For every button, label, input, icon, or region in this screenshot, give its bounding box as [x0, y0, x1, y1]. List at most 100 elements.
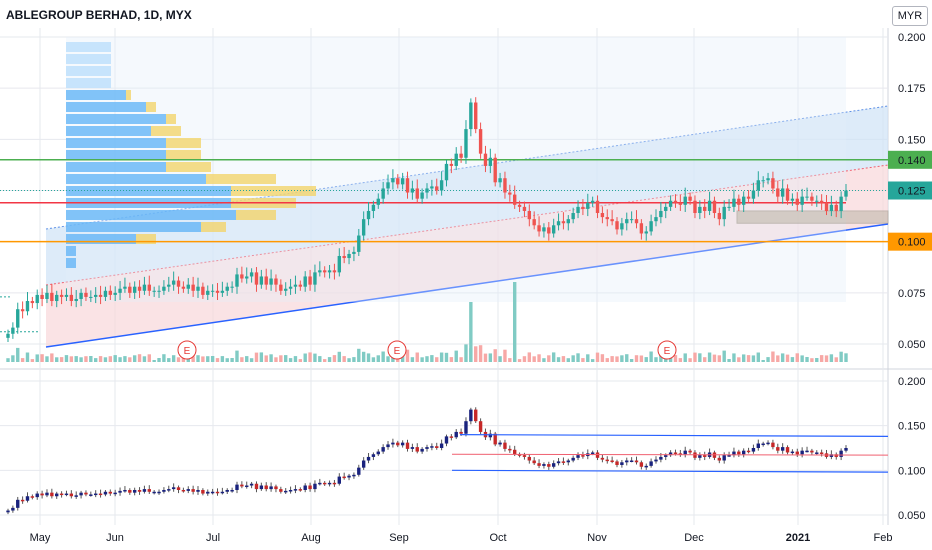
- lower-candle-body: [620, 462, 624, 465]
- volume-bar: [64, 355, 69, 362]
- volume-bar: [69, 356, 74, 362]
- lower-candle-body: [727, 455, 731, 457]
- candle-body: [352, 251, 356, 254]
- volume-profile-bar: [66, 174, 206, 184]
- candle-body: [235, 274, 239, 287]
- volume-bar: [396, 357, 400, 362]
- candle-body: [756, 180, 760, 191]
- lower-candle-body: [595, 452, 600, 458]
- earnings-event-label: E: [394, 346, 401, 357]
- candle-body: [98, 294, 103, 297]
- volume-bar: [376, 355, 380, 362]
- volume-bar: [815, 358, 819, 362]
- volume-bar: [303, 353, 307, 362]
- lower-candle-body: [668, 452, 673, 456]
- volume-profile-bar: [166, 138, 201, 148]
- candle-body: [332, 270, 337, 273]
- lower-candle-body: [25, 496, 30, 501]
- candle-body: [751, 190, 756, 199]
- volume-bar: [191, 356, 195, 362]
- lower-candle-body: [181, 489, 186, 492]
- candle-body: [391, 178, 395, 183]
- candle-body: [551, 225, 556, 234]
- lower-candle-body: [771, 442, 775, 448]
- candle-body: [264, 276, 268, 285]
- lower-candle-body: [259, 485, 264, 490]
- lower-candle-body: [279, 489, 283, 492]
- x-tick-label: Feb: [874, 532, 893, 544]
- volume-bar: [478, 345, 483, 362]
- volume-bar: [620, 355, 624, 362]
- price-label: 0.100: [898, 237, 926, 249]
- volume-bar: [357, 348, 361, 362]
- volume-bar: [235, 350, 239, 362]
- lower-candle-body: [30, 496, 35, 498]
- lower-candle-body: [40, 493, 44, 496]
- volume-bar: [420, 357, 424, 362]
- volume-bar: [381, 351, 385, 362]
- candle-body: [55, 294, 59, 302]
- volume-bar: [693, 352, 697, 362]
- x-tick-label: May: [30, 532, 51, 544]
- volume-bar: [332, 355, 337, 362]
- volume-bar: [176, 357, 181, 362]
- candle-body: [532, 219, 536, 226]
- candle-body: [668, 200, 673, 207]
- currency-button[interactable]: MYR: [892, 6, 928, 26]
- lower-upper-line: [459, 434, 889, 437]
- lower-candle-body: [118, 490, 122, 493]
- volume-bar: [215, 358, 220, 362]
- volume-bar: [810, 358, 814, 362]
- volume-bar: [542, 358, 546, 362]
- chart-title: ABLEGROUP BERHAD, 1D, MYX: [6, 8, 192, 22]
- lower-candle-body: [410, 447, 415, 449]
- lower-candle-body: [673, 452, 678, 454]
- lower-candle-body: [162, 489, 166, 492]
- lower-candle-body: [342, 476, 346, 479]
- candle-body: [415, 188, 419, 199]
- volume-bar: [391, 355, 395, 362]
- candle-body: [366, 210, 371, 220]
- lower-candle-body: [293, 489, 298, 491]
- earnings-event-marker: [177, 340, 197, 360]
- candle-body: [410, 188, 415, 193]
- y-tick-label: 0.175: [898, 83, 926, 95]
- x-tick-label: 2021: [786, 532, 810, 544]
- volume-profile-bar: [236, 210, 276, 220]
- y-tick-label-lower: 0.050: [898, 510, 926, 522]
- candle-body: [108, 290, 113, 295]
- lower-candle-body: [717, 457, 722, 461]
- lower-candle-body: [654, 459, 658, 462]
- candle-body: [566, 219, 570, 224]
- candle-body: [45, 292, 49, 299]
- lower-candle-body: [123, 489, 127, 492]
- y-tick-label: 0.200: [898, 32, 926, 44]
- volume-bar: [771, 351, 775, 362]
- volume-bar: [556, 357, 561, 362]
- candle-body: [542, 227, 546, 232]
- volume-bar: [834, 357, 838, 362]
- volume-bar: [361, 351, 366, 362]
- lower-candle-body: [288, 489, 293, 492]
- candle-body: [327, 270, 332, 273]
- candle-body: [649, 221, 653, 232]
- volume-bar: [707, 352, 712, 362]
- candle-body: [683, 196, 687, 205]
- volume-bar: [746, 355, 751, 362]
- candle-body: [89, 296, 93, 298]
- lower-candle-body: [186, 489, 190, 491]
- candle-body: [581, 206, 585, 209]
- candle-body: [186, 284, 190, 289]
- volume-bar: [113, 355, 117, 362]
- volume-bar: [751, 355, 756, 362]
- lower-candle-body: [508, 448, 512, 451]
- volume-bar: [288, 358, 293, 362]
- volume-profile-bar: [66, 246, 76, 256]
- lower-candle-body: [829, 454, 834, 457]
- volume-bar: [532, 356, 536, 362]
- candle-body: [722, 206, 726, 220]
- lower-candle-body: [766, 442, 770, 445]
- channel-lower-zone: [46, 165, 888, 347]
- candle-body: [556, 221, 561, 226]
